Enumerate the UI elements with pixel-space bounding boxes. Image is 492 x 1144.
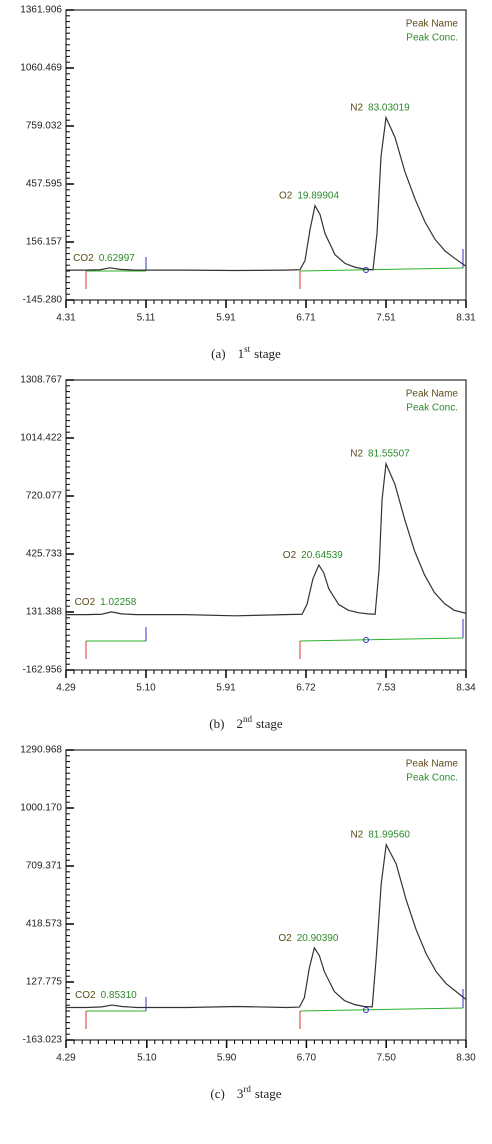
peak-conc: 20.90390 <box>297 932 339 943</box>
caption-suffix: st <box>244 344 251 354</box>
caption-suffix: rd <box>243 1084 251 1094</box>
peak-label: O2 20.90390 <box>278 932 338 943</box>
x-tick-label: 4.29 <box>56 683 76 694</box>
peak-label: N2 81.99560 <box>350 829 410 840</box>
peak-label: O2 20.64539 <box>283 550 343 561</box>
caption-number: 3 <box>237 1086 244 1101</box>
x-tick-label: 6.71 <box>296 313 316 324</box>
peak-conc: 1.02258 <box>100 597 137 608</box>
x-tick-label: 7.53 <box>376 683 396 694</box>
peak-conc: 81.99560 <box>368 829 410 840</box>
y-tick-label: 127.775 <box>26 977 63 988</box>
x-tick-label: 5.90 <box>217 1053 237 1064</box>
y-tick-label: 1361.906 <box>20 5 62 16</box>
peak-name: N2 <box>350 448 363 459</box>
y-tick-label: 759.032 <box>26 121 63 132</box>
x-tick-label: 5.11 <box>137 313 156 324</box>
caption-label: (b) <box>209 716 224 731</box>
x-tick-label: 6.72 <box>296 683 316 694</box>
caption-label: (a) <box>211 346 225 361</box>
legend-peak-conc: Peak Conc. <box>406 773 458 784</box>
caption-number: 2 <box>236 716 243 731</box>
y-tick-label: 1290.968 <box>20 745 62 756</box>
peak-conc: 19.89904 <box>297 190 339 201</box>
marker-split <box>363 1007 369 1013</box>
y-tick-label: 457.595 <box>26 179 63 190</box>
caption-label: (c) <box>210 1086 224 1101</box>
caption-suffix: nd <box>243 714 253 724</box>
x-tick-label: 5.91 <box>216 313 236 324</box>
peak-name: O2 <box>283 550 297 561</box>
x-tick-label: 8.30 <box>456 1053 476 1064</box>
marker-split <box>363 637 369 643</box>
caption: (c) 3rd stage <box>210 1084 281 1101</box>
caption: (b) 2nd stage <box>209 714 283 731</box>
peak-label: O2 19.89904 <box>279 190 339 201</box>
baseline <box>299 637 464 642</box>
peak-name: CO2 <box>75 990 96 1001</box>
peak-conc: 0.62997 <box>99 252 136 263</box>
chart-panel: -145.280 156.157 457.595 759.032 1060.469 136… <box>20 5 476 361</box>
peak-conc: 81.55507 <box>368 448 410 459</box>
peak-name: O2 <box>279 190 293 201</box>
baseline <box>299 1007 464 1012</box>
caption: (a) 1st stage <box>211 344 281 361</box>
x-tick-label: 7.50 <box>376 1053 396 1064</box>
peak-conc: 0.85310 <box>101 990 138 1001</box>
legend-peak-name: Peak Name <box>406 759 459 770</box>
chart-panel: -162.956 131.388 425.733 720.077 1014.422 130… <box>20 375 476 731</box>
peak-name: N2 <box>350 102 363 113</box>
y-tick-label: 1014.422 <box>20 433 62 444</box>
trace <box>66 842 467 1009</box>
y-tick-label: 709.371 <box>26 861 63 872</box>
x-tick-label: 6.70 <box>297 1053 317 1064</box>
caption-text: stage <box>255 1086 282 1101</box>
y-tick-label: -162.956 <box>23 665 63 676</box>
peak-name: CO2 <box>75 597 96 608</box>
peak-name: N2 <box>350 829 363 840</box>
y-tick-label: -145.280 <box>23 295 63 306</box>
y-tick-label: 425.733 <box>26 549 63 560</box>
y-tick-label: 1060.469 <box>20 63 62 74</box>
peak-name: O2 <box>278 932 292 943</box>
trace <box>66 115 467 272</box>
caption-number: 1 <box>238 346 245 361</box>
x-tick-label: 5.10 <box>137 1053 157 1064</box>
x-tick-label: 8.34 <box>456 683 476 694</box>
peak-conc: 83.03019 <box>368 102 410 113</box>
peak-label: CO2 0.85310 <box>75 990 137 1001</box>
y-tick-label: 156.157 <box>26 237 63 248</box>
x-tick-label: 5.91 <box>216 683 236 694</box>
trace <box>66 461 467 617</box>
peak-label: N2 81.55507 <box>350 448 410 459</box>
legend-peak-conc: Peak Conc. <box>406 33 458 44</box>
baseline <box>299 267 464 272</box>
legend-peak-conc: Peak Conc. <box>406 403 458 414</box>
peak-name: CO2 <box>73 252 94 263</box>
peak-label: N2 83.03019 <box>350 102 410 113</box>
y-tick-label: 418.573 <box>26 919 63 930</box>
caption-text: stage <box>254 346 281 361</box>
legend-peak-name: Peak Name <box>406 19 459 30</box>
x-tick-label: 8.31 <box>456 313 476 324</box>
chart-panel: -163.023 127.775 418.573 709.371 1000.170 129… <box>20 745 476 1101</box>
y-tick-label: 131.388 <box>26 607 63 618</box>
x-tick-label: 7.51 <box>376 313 396 324</box>
peak-label: CO2 1.02258 <box>75 597 137 608</box>
y-tick-label: -163.023 <box>23 1035 63 1046</box>
caption-text: stage <box>256 716 283 731</box>
legend-peak-name: Peak Name <box>406 389 459 400</box>
peak-label: CO2 0.62997 <box>73 252 135 263</box>
peak-conc: 20.64539 <box>301 550 343 561</box>
x-tick-label: 4.29 <box>56 1053 76 1064</box>
x-tick-label: 5.10 <box>136 683 156 694</box>
y-tick-label: 720.077 <box>26 491 63 502</box>
y-tick-label: 1000.170 <box>20 803 62 814</box>
x-tick-label: 4.31 <box>56 313 76 324</box>
y-tick-label: 1308.767 <box>20 375 62 386</box>
